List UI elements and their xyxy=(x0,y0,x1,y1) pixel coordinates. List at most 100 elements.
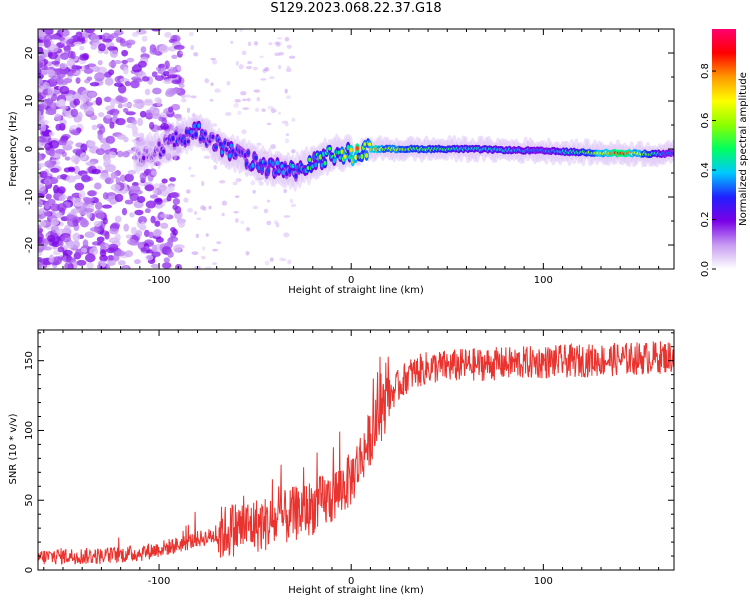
spectrogram-cell xyxy=(43,178,52,185)
spectrogram-cell xyxy=(214,145,218,150)
spectrogram-cell xyxy=(271,109,278,113)
spectrogram-cell xyxy=(58,36,65,41)
spectrogram-cell xyxy=(78,190,86,200)
spectrogram-cell xyxy=(119,174,127,182)
spectrogram-cell xyxy=(60,135,69,141)
spectrogram-cell xyxy=(205,266,212,269)
spectrogram-cell xyxy=(172,142,177,148)
spectrogram-cell xyxy=(38,184,46,192)
spectrogram-cell xyxy=(44,160,56,168)
spectrogram-cell xyxy=(62,144,73,151)
snr-series-line xyxy=(37,341,675,565)
spectrogram-cell xyxy=(149,106,157,114)
spectrogram-cell xyxy=(70,129,79,135)
spectrogram-cell xyxy=(283,188,287,194)
spectrogram-cell xyxy=(99,242,110,249)
spectrogram-cell xyxy=(151,244,158,253)
spectrogram-cell xyxy=(278,64,282,70)
snr-panel: -100 0 100 0 50 100 150 Height of straight li… xyxy=(8,329,675,596)
spectrogram-cell xyxy=(132,31,139,37)
spectrogram-cell xyxy=(65,175,77,183)
spectrogram-cell xyxy=(211,134,215,140)
spectrogram-cell xyxy=(185,129,189,135)
spectrogram-cell xyxy=(170,103,181,111)
spectrogram-cell xyxy=(212,59,218,65)
spectrogram-cell xyxy=(109,199,117,205)
spectrogram-cell xyxy=(163,79,173,85)
spectrogram-cell xyxy=(70,155,81,163)
spectrogram-cell xyxy=(104,71,112,78)
spectrogram-cell xyxy=(311,164,315,169)
spectrogram-cell xyxy=(221,212,225,217)
spectrogram-cell xyxy=(252,66,258,71)
x-tick-label: 0 xyxy=(348,576,354,587)
spectrogram-cell xyxy=(188,166,192,171)
spectrogram-cell xyxy=(45,193,52,200)
spectrogram-cell xyxy=(243,152,247,159)
spectrogram-cell xyxy=(233,103,239,108)
spectrogram-cell xyxy=(185,189,191,194)
spectrogram-cell xyxy=(107,259,116,266)
spectrogram-cell xyxy=(190,174,196,178)
spectrogram-cell xyxy=(109,49,119,58)
spectrogram-cell xyxy=(50,167,60,173)
spectrogram-cell xyxy=(241,50,247,56)
spectrogram-cell xyxy=(126,238,136,245)
spectrogram-cell xyxy=(230,40,234,44)
spectrogram-x-ticks: -100 0 100 xyxy=(43,29,660,286)
spectrogram-cell xyxy=(65,93,75,102)
spectrogram-cell xyxy=(131,119,138,126)
spectrogram-cell xyxy=(285,133,290,137)
spectrogram-cell xyxy=(200,205,206,211)
spectrogram-cell xyxy=(106,46,118,51)
spectrogram-cell xyxy=(122,150,130,158)
spectrogram-cell xyxy=(113,82,124,87)
spectrogram-cell xyxy=(229,143,233,148)
spectrogram-cell xyxy=(118,84,127,94)
y-tick-label: 150 xyxy=(24,351,35,370)
spectrogram-cell xyxy=(346,144,350,151)
spectrogram-cell xyxy=(259,55,264,59)
spectrogram-cell xyxy=(141,35,148,42)
spectrogram-cell xyxy=(277,111,281,115)
spectrogram-cell xyxy=(123,136,129,143)
spectrogram-cell xyxy=(132,102,141,108)
spectrogram-cell xyxy=(154,220,161,227)
spectrogram-cell xyxy=(166,239,174,248)
spectrogram-cell xyxy=(55,211,63,219)
spectrogram-cell xyxy=(122,107,129,113)
spectrogram-cell xyxy=(323,160,327,166)
spectrogram-cell xyxy=(60,52,70,60)
spectrogram-cell xyxy=(233,210,239,214)
spectrogram-cell xyxy=(66,70,74,77)
spectrogram-cell xyxy=(254,107,260,112)
spectrogram-cell xyxy=(139,110,147,118)
spectrogram-cell xyxy=(77,111,83,121)
spectrogram-cell xyxy=(108,60,117,68)
spectrogram-cell xyxy=(59,85,70,95)
spectrogram-cell xyxy=(263,68,268,72)
spectrogram-cell xyxy=(91,124,98,131)
spectrogram-cell xyxy=(241,129,247,135)
spectrogram-cell xyxy=(145,148,149,154)
spectrogram-cell xyxy=(110,171,118,179)
spectrogram-cell xyxy=(314,162,318,168)
spectrogram-cell xyxy=(226,80,231,86)
spectrogram-cell xyxy=(139,172,147,181)
spectrogram-cell xyxy=(218,141,223,147)
y-tick-label: 100 xyxy=(24,421,35,440)
spectrogram-cell xyxy=(183,140,187,145)
colorbar-tick-label: 0.2 xyxy=(700,212,711,228)
spectrogram-cell xyxy=(38,94,44,102)
spectrogram-cell xyxy=(109,227,119,235)
spectrogram-cell xyxy=(320,162,324,168)
spectrogram-cell xyxy=(38,114,45,121)
spectrogram-cell xyxy=(274,41,280,46)
spectrogram-cell xyxy=(115,117,126,126)
spectrogram-cell xyxy=(91,168,101,175)
colorbar-tick-label: 0.4 xyxy=(700,162,711,178)
spectrogram-cell xyxy=(245,65,253,70)
spectrogram-cell xyxy=(241,98,248,102)
spectrogram-cell xyxy=(93,220,102,227)
spectrogram-cell xyxy=(161,262,172,269)
